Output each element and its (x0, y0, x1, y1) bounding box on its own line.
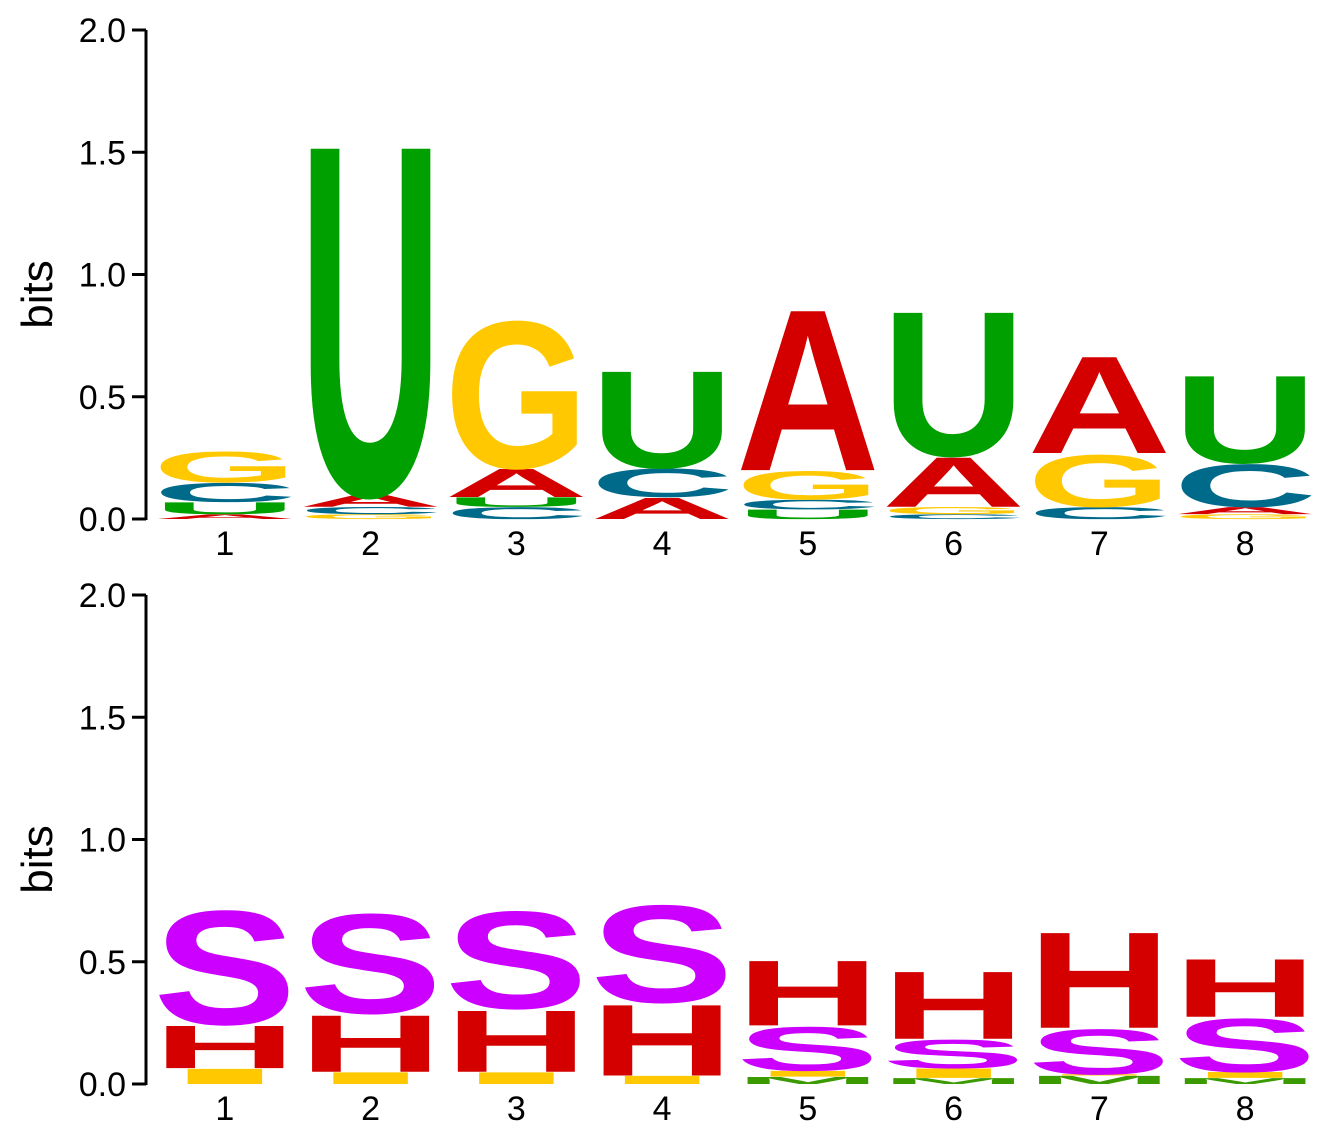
logo-letter: G (153, 443, 297, 492)
position-label: 8 (1236, 1090, 1255, 1128)
position-label: 7 (1090, 1090, 1109, 1128)
y-tick-label: 0.5 (79, 944, 126, 982)
y-tick-label: 1.0 (79, 822, 126, 860)
logo-letter: A (736, 261, 880, 519)
y-tick-label: 2.0 (79, 12, 126, 50)
position-label: 2 (361, 1090, 380, 1128)
logo-letter: U (299, 40, 443, 601)
logo-letter: U (882, 269, 1026, 500)
position-label: 5 (798, 525, 817, 563)
logo-letter: S (445, 883, 589, 1038)
y-axis-label: bits (13, 825, 62, 893)
logo-letter: S (590, 877, 734, 1032)
y-tick-label: 0.0 (79, 1066, 126, 1104)
logo-letter: S (299, 884, 443, 1043)
y-tick-label: 2.0 (79, 577, 126, 615)
logo-letter: U (590, 343, 734, 498)
y-tick-label: 1.5 (79, 134, 126, 172)
logo-letter: G (445, 277, 589, 512)
position-label: 5 (798, 1090, 817, 1128)
logo-letter: S (153, 877, 297, 1059)
position-label: 4 (653, 525, 672, 563)
position-label: 6 (944, 1090, 963, 1128)
logo-letter: H (1028, 904, 1172, 1058)
logo-letter: U (1173, 350, 1317, 490)
position-label: 7 (1090, 525, 1109, 563)
y-axis-label: bits (13, 260, 62, 328)
position-label: 6 (944, 525, 963, 563)
logo-letter: H (1173, 942, 1317, 1035)
y-tick-label: 0.5 (79, 379, 126, 417)
y-tick-label: 0.0 (79, 501, 126, 539)
position-label: 3 (507, 1090, 526, 1128)
y-tick-label: 1.0 (79, 257, 126, 295)
y-tick-label: 1.5 (79, 699, 126, 737)
structure-logo-panel: 0.00.51.01.52.0bits1IHS2IHS3IHS4IHS5MISH… (13, 577, 1317, 1128)
position-label: 1 (215, 1090, 234, 1128)
position-label: 8 (1236, 525, 1255, 563)
logo-letter: A (1027, 328, 1171, 483)
position-label: 1 (215, 525, 234, 563)
logo-letter: H (736, 941, 880, 1046)
logo-letter: H (882, 952, 1026, 1060)
position-label: 3 (507, 525, 526, 563)
